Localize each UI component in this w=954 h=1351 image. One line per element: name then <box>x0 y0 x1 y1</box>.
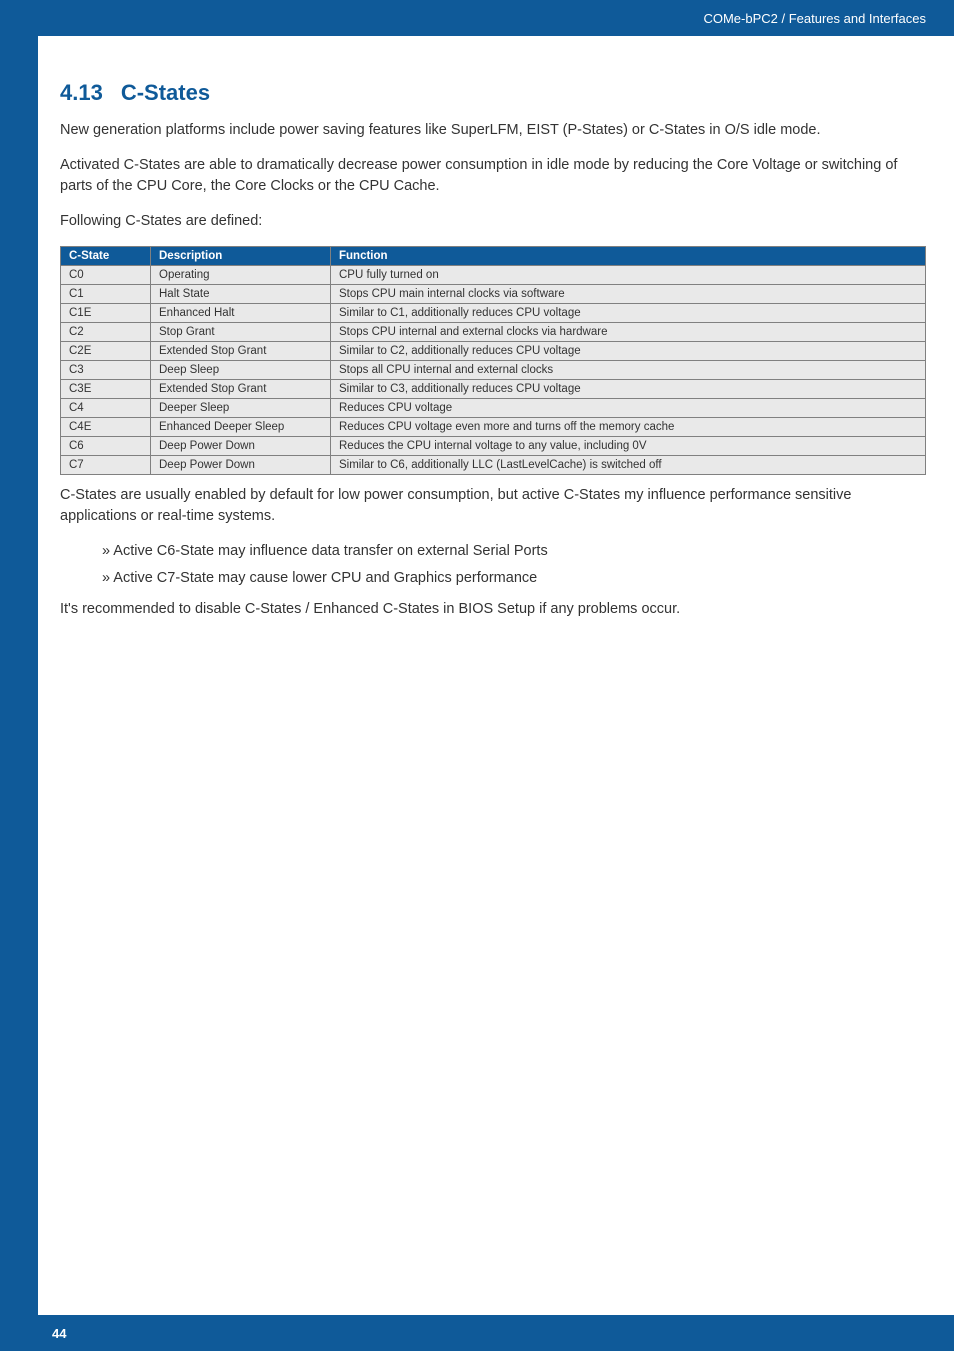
section-title: C-States <box>121 80 210 105</box>
cell-desc: Halt State <box>151 285 331 304</box>
table-row: C1 Halt State Stops CPU main internal cl… <box>61 285 926 304</box>
cell-func: Similar to C3, additionally reduces CPU … <box>331 380 926 399</box>
table-row: C2 Stop Grant Stops CPU internal and ext… <box>61 323 926 342</box>
breadcrumb: COMe-bPC2 / Features and Interfaces <box>703 11 926 26</box>
section-number: 4.13 <box>60 80 103 106</box>
cell-desc: Operating <box>151 266 331 285</box>
cell-desc: Deep Power Down <box>151 456 331 475</box>
cell-desc: Enhanced Deeper Sleep <box>151 418 331 437</box>
cstates-table: C-State Description Function C0 Operatin… <box>60 246 926 475</box>
cell-cstate: C4 <box>61 399 151 418</box>
cell-cstate: C1E <box>61 304 151 323</box>
cell-cstate: C4E <box>61 418 151 437</box>
cell-func: CPU fully turned on <box>331 266 926 285</box>
side-strip <box>0 0 38 1351</box>
table-row: C0 Operating CPU fully turned on <box>61 266 926 285</box>
cell-func: Reduces the CPU internal voltage to any … <box>331 437 926 456</box>
cell-cstate: C3E <box>61 380 151 399</box>
paragraph-note: C-States are usually enabled by default … <box>60 485 926 527</box>
cell-desc: Extended Stop Grant <box>151 380 331 399</box>
cell-desc: Deep Sleep <box>151 361 331 380</box>
cell-func: Reduces CPU voltage even more and turns … <box>331 418 926 437</box>
cell-cstate: C6 <box>61 437 151 456</box>
table-row: C2E Extended Stop Grant Similar to C2, a… <box>61 342 926 361</box>
paragraph-intro-3: Following C-States are defined: <box>60 211 926 232</box>
table-row: C4 Deeper Sleep Reduces CPU voltage <box>61 399 926 418</box>
cell-func: Reduces CPU voltage <box>331 399 926 418</box>
table-row: C1E Enhanced Halt Similar to C1, additio… <box>61 304 926 323</box>
header-bar: COMe-bPC2 / Features and Interfaces <box>38 0 954 36</box>
cell-cstate: C7 <box>61 456 151 475</box>
cell-func: Similar to C6, additionally LLC (LastLev… <box>331 456 926 475</box>
cell-cstate: C1 <box>61 285 151 304</box>
paragraph-intro-1: New generation platforms include power s… <box>60 120 926 141</box>
cell-desc: Deeper Sleep <box>151 399 331 418</box>
cell-cstate: C0 <box>61 266 151 285</box>
cell-func: Similar to C1, additionally reduces CPU … <box>331 304 926 323</box>
cell-desc: Extended Stop Grant <box>151 342 331 361</box>
footer-bar: 44 <box>0 1315 954 1351</box>
section-heading: 4.13 C-States <box>60 80 926 106</box>
bullet-c6: » Active C6-State may influence data tra… <box>102 541 926 562</box>
cell-cstate: C2E <box>61 342 151 361</box>
col-header-description: Description <box>151 247 331 266</box>
cell-desc: Enhanced Halt <box>151 304 331 323</box>
col-header-function: Function <box>331 247 926 266</box>
cell-cstate: C2 <box>61 323 151 342</box>
page-root: COMe-bPC2 / Features and Interfaces 4.13… <box>0 0 954 1351</box>
cell-func: Stops all CPU internal and external cloc… <box>331 361 926 380</box>
content-area: 4.13 C-States New generation platforms in… <box>60 80 926 634</box>
cell-func: Stops CPU main internal clocks via softw… <box>331 285 926 304</box>
table-row: C7 Deep Power Down Similar to C6, additi… <box>61 456 926 475</box>
table-row: C3E Extended Stop Grant Similar to C3, a… <box>61 380 926 399</box>
bullet-c7: » Active C7-State may cause lower CPU an… <box>102 568 926 589</box>
table-row: C3 Deep Sleep Stops all CPU internal and… <box>61 361 926 380</box>
table-row: C4E Enhanced Deeper Sleep Reduces CPU vo… <box>61 418 926 437</box>
cell-func: Stops CPU internal and external clocks v… <box>331 323 926 342</box>
paragraph-intro-2: Activated C-States are able to dramatica… <box>60 155 926 197</box>
cell-desc: Deep Power Down <box>151 437 331 456</box>
col-header-cstate: C-State <box>61 247 151 266</box>
table-header-row: C-State Description Function <box>61 247 926 266</box>
cell-desc: Stop Grant <box>151 323 331 342</box>
cell-func: Similar to C2, additionally reduces CPU … <box>331 342 926 361</box>
cell-cstate: C3 <box>61 361 151 380</box>
table-row: C6 Deep Power Down Reduces the CPU inter… <box>61 437 926 456</box>
page-number: 44 <box>52 1326 66 1341</box>
paragraph-recommend: It's recommended to disable C-States / E… <box>60 599 926 620</box>
